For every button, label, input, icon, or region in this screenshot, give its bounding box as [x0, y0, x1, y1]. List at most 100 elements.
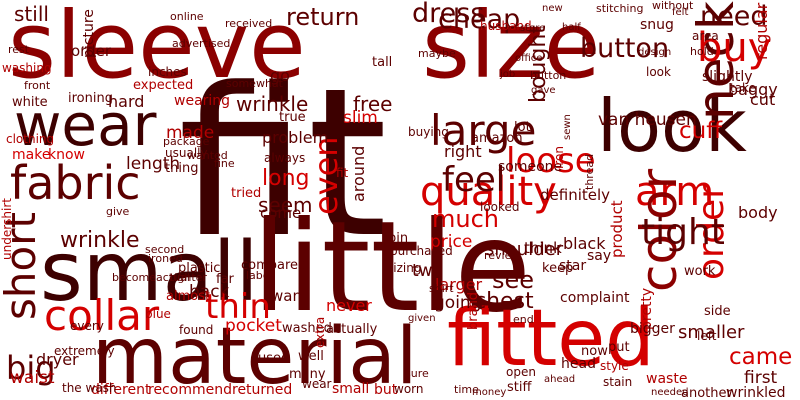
cloud-word: see [492, 266, 535, 294]
cloud-word: slightly [702, 69, 753, 85]
cloud-word: front [24, 79, 51, 92]
cloud-word: buying [408, 125, 449, 139]
cloud-word: cuff [679, 118, 723, 144]
cloud-word: left [697, 329, 717, 343]
cloud-word: collar [44, 291, 160, 340]
cloud-word: product [608, 200, 626, 258]
cloud-word: expected [133, 78, 194, 93]
cloud-word: first [744, 368, 778, 388]
cloud-word: undershirt [0, 198, 14, 260]
cloud-word: waist [10, 368, 55, 388]
cloud-word: big [6, 349, 56, 387]
cloud-word: side [704, 304, 731, 319]
cloud-word: cut [750, 90, 776, 109]
cloud-word: but [374, 382, 398, 398]
cloud-word: order [71, 42, 111, 60]
cloud-word: keep [542, 261, 574, 276]
cloud-word: large [430, 106, 537, 155]
cloud-word: sizing [387, 261, 422, 275]
cloud-word: end [513, 313, 534, 326]
cloud-word: never [326, 296, 372, 315]
cloud-word: small [40, 225, 259, 320]
cloud-word: ahead [544, 374, 576, 385]
cloud-word: thing [165, 161, 199, 176]
cloud-word: thin [205, 287, 271, 327]
cloud-word: fit [336, 166, 349, 180]
cloud-word: sure [405, 367, 429, 380]
cloud-word: long [262, 166, 310, 191]
cloud-word: needed [651, 387, 689, 398]
cloud-word: wrinkled [726, 385, 786, 400]
cloud-word: put [608, 340, 630, 355]
cloud-word: tight [641, 212, 725, 253]
cloud-word: back [189, 282, 230, 302]
cloud-word: someone [498, 159, 563, 175]
cloud-word: blue [145, 307, 171, 321]
cloud-word: style [600, 359, 629, 373]
cloud-word: tighter [170, 271, 207, 284]
cloud-word: husband [480, 19, 532, 33]
cloud-word: found [179, 323, 214, 337]
cloud-word: stain [603, 375, 633, 389]
cloud-word: free [353, 92, 393, 116]
cloud-word: second [145, 243, 185, 256]
cloud-word: wrinkle [236, 92, 309, 116]
cloud-word: review [484, 249, 521, 262]
cloud-word: wrinkle [60, 228, 140, 253]
cloud-word: price [430, 232, 473, 252]
cloud-word: used [258, 351, 290, 366]
cloud-word: problem [262, 128, 329, 147]
cloud-word: work [684, 264, 716, 279]
cloud-word: maybe [418, 47, 456, 60]
cloud-word: washing [2, 61, 52, 75]
cloud-word: still [14, 2, 49, 26]
cloud-word: definitely [540, 186, 611, 204]
cloud-word: area [692, 29, 719, 43]
cloud-word: tall [372, 55, 393, 70]
cloud-word: gave [531, 85, 556, 96]
cloud-word: different [91, 382, 151, 398]
cloud-word: buy [697, 25, 772, 71]
cloud-word: half [562, 22, 581, 33]
cloud-word: pin [388, 231, 409, 246]
cloud-word: package [163, 135, 210, 148]
cloud-word: seem [258, 193, 313, 217]
cloud-word: sleeve [8, 0, 306, 99]
cloud-word: every [70, 319, 104, 333]
cloud-word: inches [148, 65, 187, 79]
cloud-word: extra [313, 316, 327, 348]
cloud-word: the wash [62, 381, 117, 395]
cloud-word: shoulder [485, 239, 564, 260]
cloud-word: store [520, 23, 546, 34]
cloud-word: recommend [148, 382, 232, 398]
cloud-word: little [252, 195, 532, 340]
cloud-word: button [580, 33, 670, 64]
cloud-word: black [563, 234, 606, 253]
cloud-word: somewhat [226, 77, 283, 90]
cloud-word: right [444, 142, 482, 161]
cloud-word: small [332, 381, 370, 397]
cloud-word: fitted [447, 294, 655, 384]
cloud-word: look [597, 84, 747, 168]
cloud-word: slim [343, 108, 378, 128]
cloud-word: complaint [560, 290, 630, 306]
cloud-word: advertised [172, 37, 231, 50]
cloud-word: label [246, 269, 273, 282]
cloud-word: tried [231, 186, 262, 201]
cloud-word: say [587, 248, 612, 264]
cloud-word: office [515, 53, 543, 64]
cloud-word: hold [690, 45, 714, 58]
cloud-word: felt [672, 7, 689, 18]
cloud-word: arm [635, 169, 715, 215]
cloud-word: return [286, 3, 360, 31]
cloud-word: ironed [148, 252, 183, 265]
cloud-word: washed [282, 321, 332, 336]
cloud-word: without [652, 0, 694, 12]
cloud-word: around [349, 145, 368, 202]
cloud-word: body [738, 203, 778, 222]
cloud-word: star [559, 258, 587, 274]
cloud-word: smaller [678, 322, 745, 343]
cloud-word: much [432, 205, 499, 233]
cloud-word: feel [442, 160, 506, 200]
